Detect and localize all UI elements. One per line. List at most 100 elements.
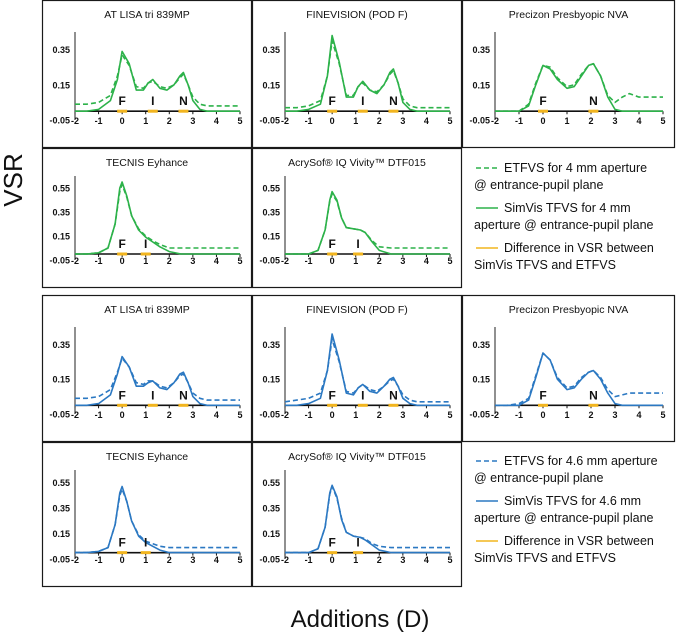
legend-green: ETFVS for 4 mm aperture @ entrance-pupil … [474, 161, 654, 272]
x-tick-label: 0 [330, 116, 335, 126]
legend-label-line1: SimVis TFVS for 4.6 mm [504, 494, 641, 508]
zone-label: N [179, 388, 188, 402]
legends: ETFVS for 4 mm aperture @ entrance-pupil … [474, 161, 658, 565]
series-line-etfvs [495, 352, 663, 407]
x-tick-label: 0 [120, 116, 125, 126]
x-tick-label: 5 [237, 555, 242, 565]
difference-marker [388, 403, 399, 407]
y-tick-label: 0.15 [52, 529, 70, 539]
x-tick-label: 4 [424, 116, 429, 126]
x-tick-label: 0 [120, 256, 125, 266]
x-tick-label: 2 [377, 410, 382, 420]
y-tick-label: 0.35 [262, 340, 280, 350]
x-tick-label: 2 [588, 116, 593, 126]
series-line-etfvs [75, 183, 240, 255]
x-tick-label: -1 [515, 410, 523, 420]
y-tick-label: 0.15 [262, 80, 280, 90]
panel-frame [251, 294, 463, 443]
zone-label: F [118, 388, 125, 402]
y-tick-label: -0.05 [49, 256, 70, 266]
x-tick-label: 5 [447, 555, 452, 565]
x-tick-label: 5 [447, 116, 452, 126]
difference-marker [117, 403, 128, 407]
x-tick-label: 4 [214, 555, 219, 565]
zone-label: I [151, 94, 154, 108]
x-tick-label: 2 [167, 256, 172, 266]
zone-label: I [356, 237, 359, 251]
series-line-simvis [285, 34, 450, 112]
y-tick-label: 0.15 [262, 529, 280, 539]
zone-label: F [328, 388, 335, 402]
difference-marker [538, 403, 548, 407]
difference-marker [178, 403, 189, 407]
zone-label: I [361, 388, 364, 402]
panel-frame [251, 0, 463, 149]
x-tick-label: 3 [190, 256, 195, 266]
chart-panel: Precizon Presbyopic NVA 0.35 0.15 -0.05 -2 -1… [461, 0, 676, 149]
zone-label: I [356, 536, 359, 550]
x-tick-label: 4 [424, 555, 429, 565]
series-line-simvis [495, 352, 663, 407]
y-tick-label: 0.55 [262, 184, 280, 194]
x-tick-label: -1 [305, 116, 313, 126]
legend-label-line2: aperture @ entrance-pupil plane [474, 511, 654, 525]
chart-panel: FINEVISION (POD F) 0.35 0.15 -0.05 -2 -1 0 1 2 3 4… [251, 0, 463, 149]
zone-label: I [151, 388, 154, 402]
difference-marker [327, 403, 338, 407]
x-tick-label: 2 [167, 410, 172, 420]
y-tick-label: 0.15 [52, 80, 70, 90]
difference-marker [353, 252, 364, 256]
x-tick-label: 2 [167, 555, 172, 565]
zone-label: F [118, 237, 125, 251]
x-tick-label: 2 [377, 256, 382, 266]
series-line-simvis [75, 50, 240, 112]
x-tick-label: 4 [636, 116, 641, 126]
x-tick-label: -2 [71, 555, 79, 565]
y-tick-label: 0.15 [52, 232, 70, 242]
x-tick-label: 5 [447, 256, 452, 266]
difference-marker [388, 109, 399, 113]
x-tick-label: 1 [143, 256, 148, 266]
series-line-etfvs [75, 488, 240, 554]
panel-title: AcrySof® IQ Vivity™ DTF015 [288, 157, 426, 169]
chart-panel: Precizon Presbyopic NVA 0.35 0.15 -0.05 -2 -1… [461, 294, 676, 443]
x-tick-label: 1 [564, 116, 569, 126]
y-tick-label: 0.35 [52, 504, 70, 514]
x-axis-title: Additions (D) [291, 606, 430, 633]
y-tick-label: 0.15 [262, 232, 280, 242]
x-tick-label: -2 [491, 410, 499, 420]
y-tick-label: 0.35 [472, 45, 490, 55]
legend-label-line2: SimVis TFVS and ETFVS [474, 551, 616, 565]
zone-label: N [179, 94, 188, 108]
x-tick-label: 3 [400, 116, 405, 126]
difference-marker [117, 551, 128, 555]
zone-label: N [589, 94, 598, 108]
x-tick-label: 3 [190, 410, 195, 420]
difference-marker [327, 109, 338, 113]
x-tick-label: -2 [71, 256, 79, 266]
x-tick-label: -1 [95, 410, 103, 420]
x-tick-label: 1 [143, 410, 148, 420]
panel-frame [41, 441, 253, 588]
panel-frame [41, 294, 253, 443]
x-tick-label: 4 [636, 410, 641, 420]
series-line-etfvs [75, 54, 240, 107]
x-tick-label: 0 [120, 410, 125, 420]
y-tick-label: -0.05 [259, 410, 280, 420]
x-tick-label: -1 [305, 555, 313, 565]
chart-panel: AT LISA tri 839MP 0.35 0.15 -0.05 -2 -1 0 1 2 3 4 5… [41, 294, 253, 443]
x-tick-label: 1 [564, 410, 569, 420]
x-tick-label: -2 [491, 116, 499, 126]
difference-marker [588, 109, 599, 113]
legend-label-line2: aperture @ entrance-pupil plane [474, 218, 654, 232]
x-tick-label: 0 [330, 410, 335, 420]
series-line-simvis [285, 484, 450, 554]
difference-marker [147, 403, 158, 407]
panel-title: Precizon Presbyopic NVA [509, 9, 628, 21]
panel-frame [41, 147, 253, 289]
x-tick-label: 0 [540, 116, 545, 126]
y-tick-label: -0.05 [259, 555, 280, 565]
y-tick-label: -0.05 [469, 116, 490, 126]
x-tick-label: -2 [281, 410, 289, 420]
series-line-simvis [285, 333, 450, 407]
